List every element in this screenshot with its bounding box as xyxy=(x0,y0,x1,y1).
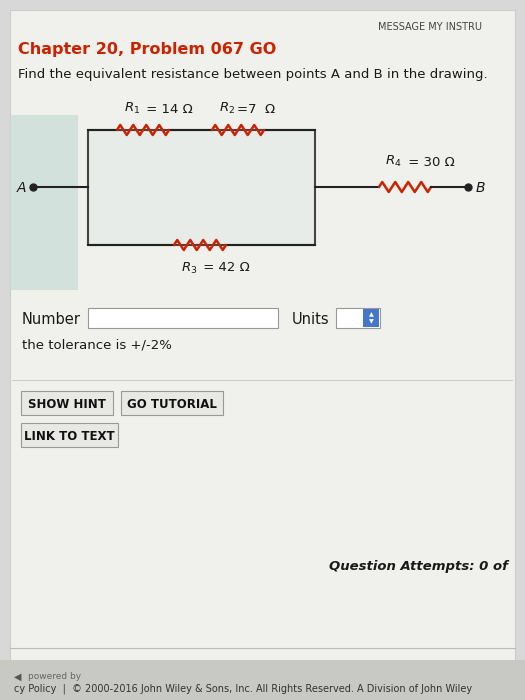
Text: MESSAGE MY INSTRU: MESSAGE MY INSTRU xyxy=(378,22,482,32)
Text: Find the equivalent resistance between points A and B in the drawing.: Find the equivalent resistance between p… xyxy=(18,68,488,81)
FancyBboxPatch shape xyxy=(21,391,113,415)
Bar xyxy=(88,130,315,245)
Text: Chapter 20, Problem 067 GO: Chapter 20, Problem 067 GO xyxy=(18,42,276,57)
Bar xyxy=(336,308,380,328)
Text: powered by: powered by xyxy=(28,672,81,681)
Bar xyxy=(88,308,278,328)
Text: B: B xyxy=(475,181,485,195)
Text: cy Policy  |  © 2000-2016 John Wiley & Sons, Inc. All Rights Reserved. A Divisio: cy Policy | © 2000-2016 John Wiley & Son… xyxy=(14,683,472,694)
Text: =7  Ω: =7 Ω xyxy=(237,103,275,116)
Text: $R_4$: $R_4$ xyxy=(385,154,402,169)
Text: $R_3$: $R_3$ xyxy=(181,261,197,276)
Text: ▲: ▲ xyxy=(369,312,373,318)
Text: = 14 Ω: = 14 Ω xyxy=(142,103,193,116)
Bar xyxy=(363,309,379,327)
Text: SHOW HINT: SHOW HINT xyxy=(28,398,106,410)
Text: ▼: ▼ xyxy=(369,319,373,325)
Text: Units: Units xyxy=(292,312,330,327)
Text: the tolerance is +/-2%: the tolerance is +/-2% xyxy=(22,338,172,351)
Text: = 42 Ω: = 42 Ω xyxy=(199,261,250,274)
FancyBboxPatch shape xyxy=(21,423,118,447)
Text: A: A xyxy=(16,181,26,195)
FancyBboxPatch shape xyxy=(121,391,223,415)
Text: = 30 Ω: = 30 Ω xyxy=(404,156,455,169)
Text: $R_1$: $R_1$ xyxy=(124,101,140,116)
Bar xyxy=(0,660,525,700)
Text: Question Attempts: 0 of: Question Attempts: 0 of xyxy=(329,560,508,573)
Text: GO TUTORIAL: GO TUTORIAL xyxy=(127,398,217,410)
Text: ◀: ◀ xyxy=(14,672,22,682)
Text: LINK TO TEXT: LINK TO TEXT xyxy=(24,430,115,442)
Text: Number: Number xyxy=(22,312,81,327)
Text: $R_2$: $R_2$ xyxy=(219,101,235,116)
Bar xyxy=(10,115,78,290)
